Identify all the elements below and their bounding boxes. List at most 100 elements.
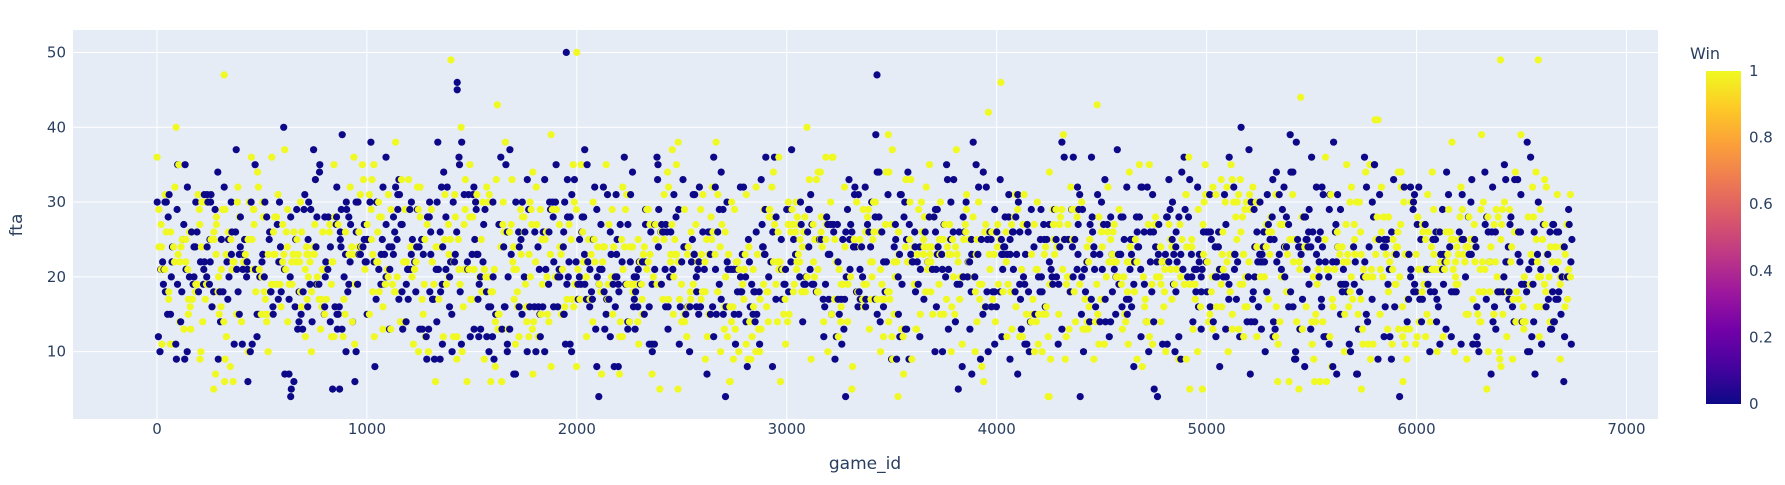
data-point (697, 295, 705, 303)
data-point (717, 295, 725, 303)
data-point (526, 198, 534, 206)
data-point (930, 213, 938, 221)
data-point (978, 280, 986, 288)
data-point (624, 325, 632, 333)
data-point (456, 288, 464, 296)
data-point (958, 363, 966, 371)
y-tick-label: 40 (47, 118, 66, 136)
data-point (991, 340, 999, 348)
data-point (588, 295, 597, 303)
data-point (1358, 325, 1367, 333)
data-point (284, 318, 292, 326)
data-point (407, 243, 415, 251)
data-point (1496, 355, 1504, 363)
data-point (926, 250, 934, 258)
data-point (1013, 250, 1021, 258)
data-point (1397, 168, 1405, 176)
data-point (423, 220, 431, 229)
data-point (1294, 235, 1302, 244)
data-point (913, 250, 921, 258)
data-point (1301, 213, 1310, 221)
data-point (378, 235, 386, 244)
data-point (183, 348, 191, 356)
data-point (1554, 295, 1562, 303)
data-point (1453, 243, 1461, 251)
data-point (1194, 348, 1202, 356)
data-point (505, 228, 514, 236)
data-point (195, 205, 203, 214)
data-point (1140, 228, 1148, 236)
data-point (1484, 348, 1492, 356)
data-point (1482, 295, 1490, 303)
data-point (260, 288, 268, 296)
data-point (1037, 273, 1045, 281)
data-point (1213, 273, 1221, 281)
data-point (781, 295, 789, 303)
data-point (1207, 288, 1215, 296)
data-point (159, 280, 167, 288)
data-point (181, 161, 189, 169)
data-point (311, 176, 319, 184)
data-point (1098, 265, 1106, 273)
data-point (1274, 340, 1282, 348)
data-point (1105, 333, 1113, 341)
data-point (581, 280, 589, 288)
data-point (299, 288, 307, 296)
data-point (826, 250, 834, 258)
data-point (363, 220, 371, 229)
data-point (1438, 205, 1447, 214)
data-point (760, 250, 769, 258)
data-point (1430, 250, 1438, 258)
data-point (367, 235, 376, 244)
data-point (1511, 168, 1519, 176)
data-point (1272, 168, 1280, 176)
data-point (780, 310, 788, 318)
data-point (404, 295, 412, 303)
data-point (1392, 250, 1400, 258)
data-point (1150, 318, 1158, 326)
data-point (197, 348, 205, 356)
data-point (817, 228, 825, 236)
data-point (1230, 183, 1238, 191)
data-point (441, 191, 449, 199)
data-point (972, 161, 980, 169)
data-point (1269, 318, 1278, 326)
data-point (412, 258, 420, 266)
data-point (1405, 250, 1413, 258)
data-point (281, 146, 289, 154)
data-point (296, 258, 304, 266)
data-point (586, 265, 594, 273)
data-point (1128, 303, 1136, 311)
data-point (1567, 340, 1575, 348)
data-point (430, 280, 438, 288)
data-point (726, 378, 734, 386)
data-point (898, 280, 906, 288)
data-point (742, 340, 750, 348)
data-point (1346, 348, 1355, 356)
data-point (212, 220, 221, 229)
data-point (847, 220, 855, 229)
data-point (933, 205, 941, 214)
data-point (684, 243, 692, 251)
data-point (563, 280, 571, 288)
data-point (1537, 265, 1545, 273)
data-point (1115, 205, 1123, 214)
data-point (683, 250, 692, 258)
data-point (453, 355, 461, 363)
data-point (354, 280, 362, 288)
data-point (326, 243, 334, 251)
data-point (172, 340, 180, 348)
data-point (1276, 318, 1284, 326)
data-point (375, 198, 383, 206)
data-point (1256, 198, 1264, 206)
data-point (1154, 250, 1162, 258)
data-point (1005, 213, 1013, 221)
data-point (1195, 258, 1203, 266)
data-point (1426, 318, 1434, 326)
data-point (1412, 340, 1420, 348)
data-point (1521, 318, 1529, 326)
data-point (1086, 318, 1094, 326)
data-point (1471, 258, 1479, 266)
data-point (389, 213, 398, 221)
data-point (1189, 318, 1197, 326)
